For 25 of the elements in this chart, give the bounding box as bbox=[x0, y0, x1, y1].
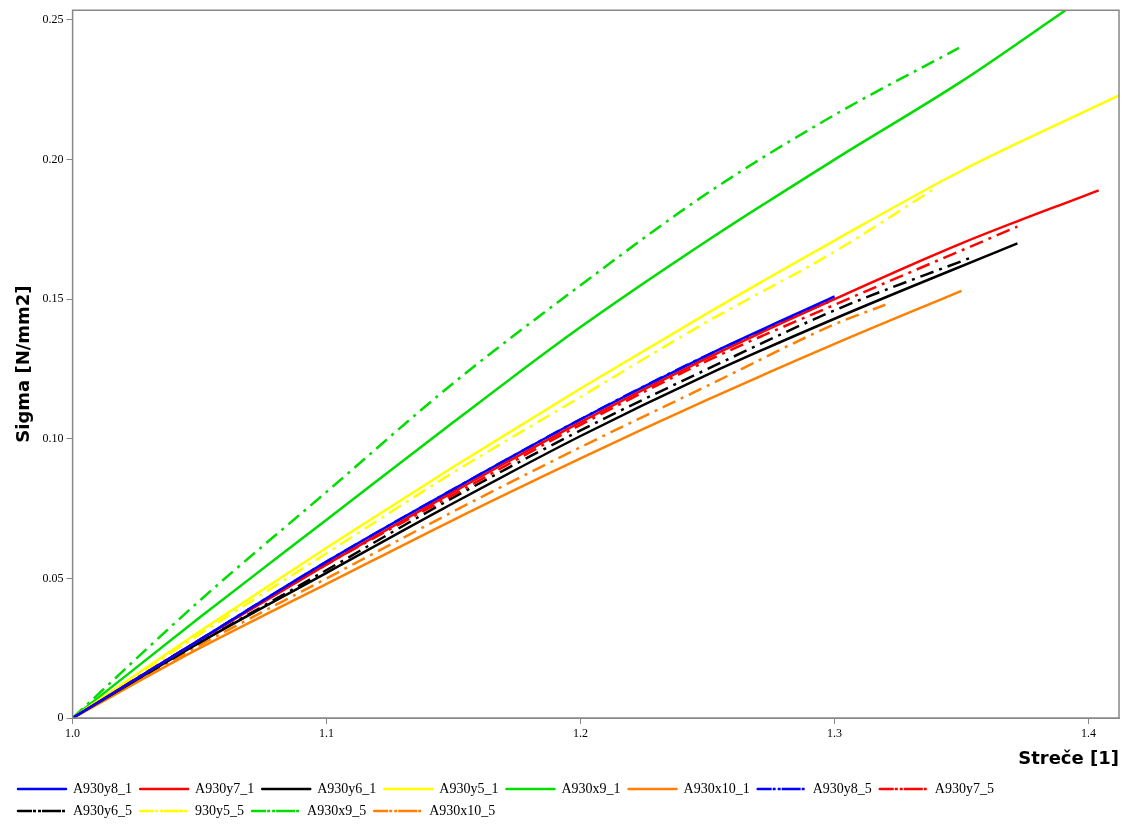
y-tick-label: 0.15 bbox=[42, 291, 64, 306]
x-tick-label: 1.2 bbox=[573, 726, 589, 741]
legend-label: A930x9_1 bbox=[561, 780, 621, 796]
legend-label: A930y7_1 bbox=[195, 780, 255, 796]
legend-label: A930x9_5 bbox=[307, 802, 367, 818]
legend-label: A930y5_1 bbox=[439, 780, 499, 796]
x-tick-label: 1.3 bbox=[827, 726, 843, 741]
y-tick-label: 0.25 bbox=[42, 12, 64, 27]
legend-label: A930y6_1 bbox=[317, 780, 377, 796]
legend-label: A930y8_5 bbox=[812, 780, 872, 796]
x-tick-label: 1.4 bbox=[1081, 726, 1097, 741]
x-tick-label: 1.0 bbox=[65, 726, 81, 741]
legend-label: A930y8_1 bbox=[73, 780, 133, 796]
y-tick-label: 0.05 bbox=[42, 570, 64, 585]
legend-label: A930y6_5 bbox=[73, 802, 133, 818]
y-tick-label: 0.20 bbox=[42, 151, 64, 166]
legend-label: A930y7_5 bbox=[934, 780, 994, 796]
legend-label: A930x10_5 bbox=[429, 802, 496, 818]
x-axis-title: Streče [1] bbox=[1018, 746, 1119, 768]
y-tick-label: 0.10 bbox=[42, 430, 64, 445]
y-axis-title: Sigma [N/mm2] bbox=[12, 285, 34, 443]
legend-label: A930x10_1 bbox=[683, 780, 750, 796]
x-tick-label: 1.1 bbox=[319, 726, 335, 741]
y-tick-label: 0 bbox=[57, 710, 64, 725]
legend-label: 930y5_5 bbox=[195, 802, 245, 818]
